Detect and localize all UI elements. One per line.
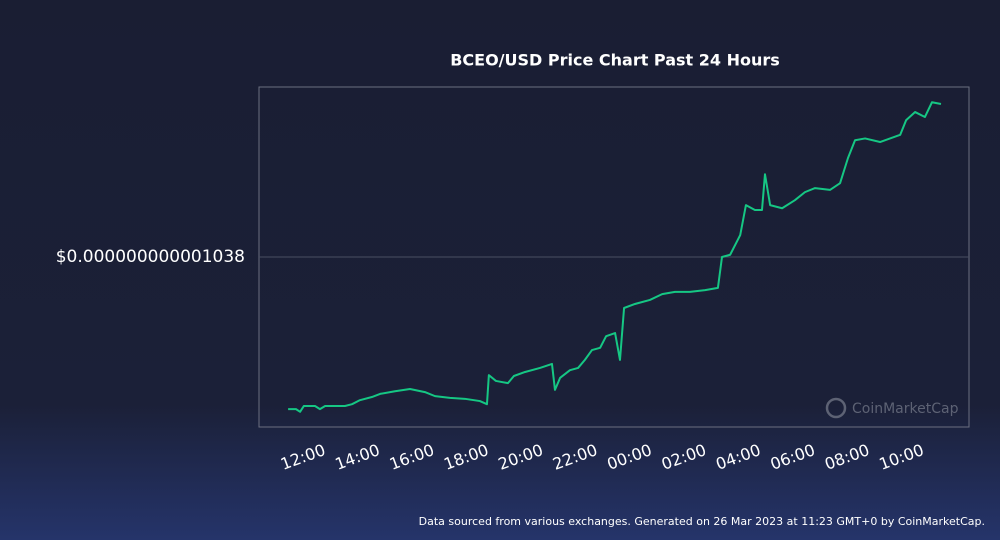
y-tick-label: $0.000000000001038: [56, 247, 245, 267]
watermark-logo: [825, 397, 847, 419]
x-tick-label: 04:00: [713, 440, 763, 474]
x-tick-label: 10:00: [877, 440, 927, 474]
x-tick-label: 12:00: [278, 440, 328, 474]
x-tick-label: 20:00: [496, 440, 546, 474]
chart-title: BCEO/USD Price Chart Past 24 Hours: [450, 51, 780, 70]
x-tick-label: 14:00: [332, 440, 382, 474]
x-tick-label: 06:00: [768, 440, 818, 474]
price-line: [288, 101, 942, 413]
x-tick-label: 08:00: [822, 440, 872, 474]
x-tick-label: 02:00: [659, 440, 709, 474]
watermark: CoinMarketCap: [852, 401, 959, 417]
source-note: Data sourced from various exchanges. Gen…: [419, 515, 985, 528]
x-tick-label: 18:00: [441, 440, 491, 474]
x-tick-label: 22:00: [550, 440, 600, 474]
x-tick-label: 16:00: [387, 440, 437, 474]
x-tick-label: 00:00: [604, 440, 654, 474]
